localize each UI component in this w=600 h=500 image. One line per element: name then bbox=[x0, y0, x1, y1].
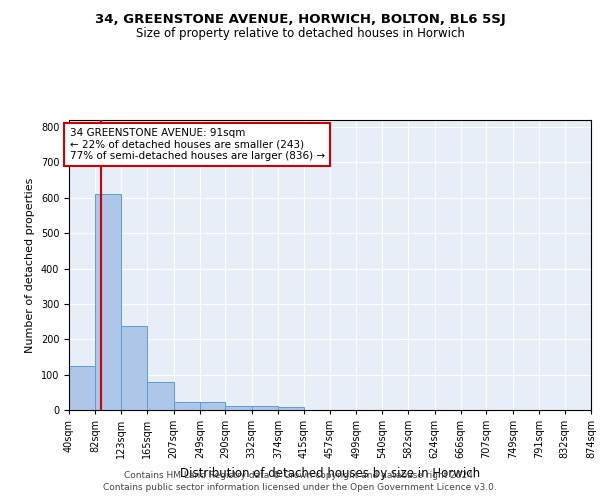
Text: Contains public sector information licensed under the Open Government Licence v3: Contains public sector information licen… bbox=[103, 484, 497, 492]
Bar bbox=[69, 366, 95, 410]
X-axis label: Distribution of detached houses by size in Horwich: Distribution of detached houses by size … bbox=[180, 466, 480, 479]
Bar bbox=[200, 402, 226, 410]
Bar bbox=[147, 382, 173, 410]
Text: 34 GREENSTONE AVENUE: 91sqm
← 22% of detached houses are smaller (243)
77% of se: 34 GREENSTONE AVENUE: 91sqm ← 22% of det… bbox=[70, 128, 325, 161]
Bar bbox=[252, 406, 278, 410]
Bar bbox=[226, 406, 252, 410]
Bar bbox=[173, 402, 200, 410]
Y-axis label: Number of detached properties: Number of detached properties bbox=[25, 178, 35, 352]
Bar bbox=[95, 194, 121, 410]
Text: Contains HM Land Registry data © Crown copyright and database right 2024.: Contains HM Land Registry data © Crown c… bbox=[124, 471, 476, 480]
Bar bbox=[121, 326, 147, 410]
Bar bbox=[278, 407, 304, 410]
Text: Size of property relative to detached houses in Horwich: Size of property relative to detached ho… bbox=[136, 28, 464, 40]
Text: 34, GREENSTONE AVENUE, HORWICH, BOLTON, BL6 5SJ: 34, GREENSTONE AVENUE, HORWICH, BOLTON, … bbox=[95, 12, 505, 26]
